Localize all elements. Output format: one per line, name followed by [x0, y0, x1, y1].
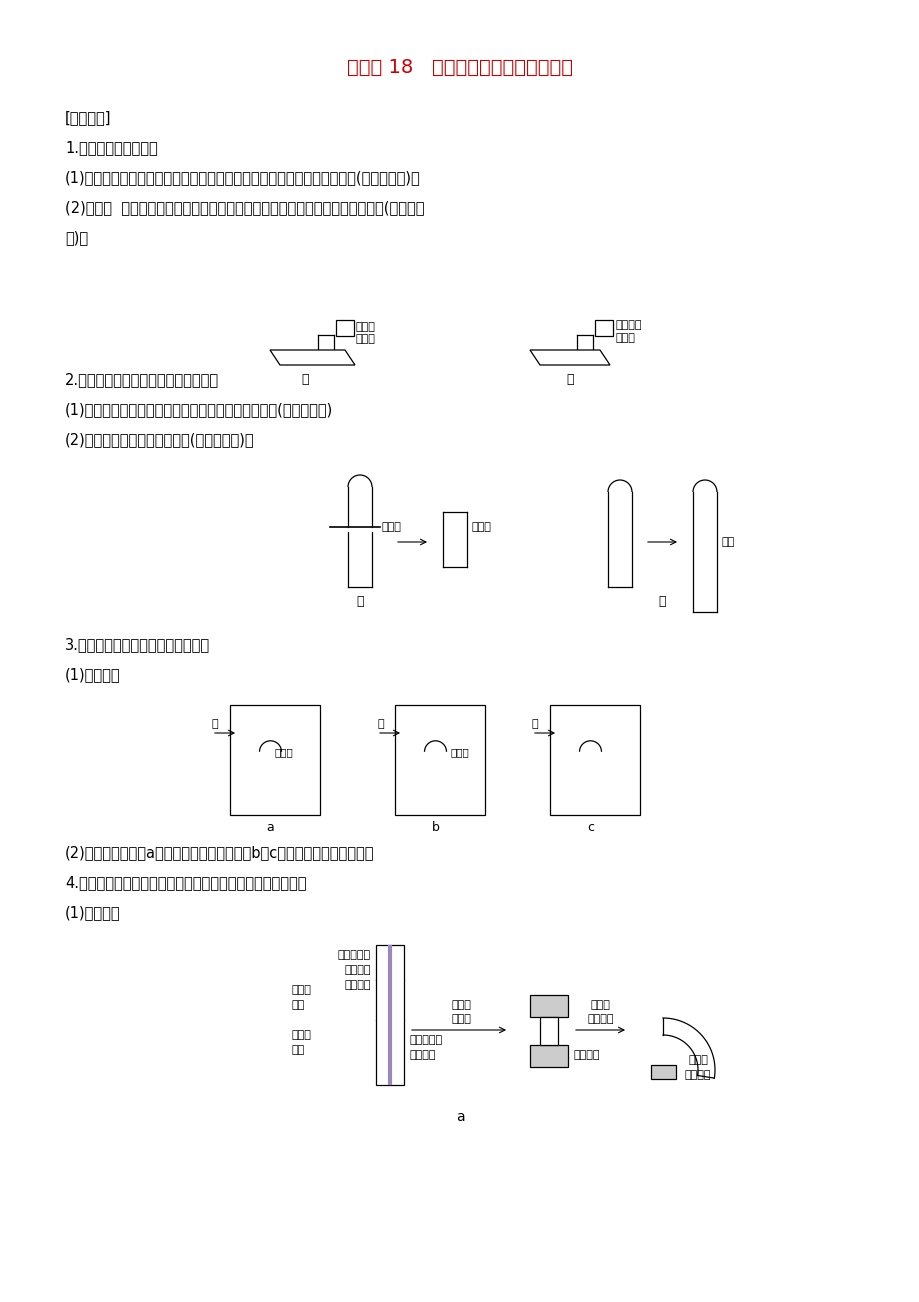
Text: 过一段: 过一段 [590, 1000, 610, 1010]
Text: 生长: 生长 [721, 536, 734, 547]
Bar [529, 995, 567, 1017]
Text: 不含生长素: 不含生长素 [409, 1035, 442, 1046]
Polygon shape [269, 350, 355, 365]
Text: (1)实验组：在胚芽鞘尖端与下面一段之间插入云母片(如图甲所示): (1)实验组：在胚芽鞘尖端与下面一段之间插入云母片(如图甲所示) [65, 402, 333, 417]
Text: 光: 光 [377, 719, 383, 729]
Text: 云母片: 云母片 [274, 747, 293, 758]
Text: 过一段: 过一段 [451, 1000, 471, 1010]
Text: 乙: 乙 [565, 372, 573, 385]
Text: 不弯曲: 不弯曲 [614, 333, 634, 342]
Text: 上端: 上端 [290, 1000, 304, 1010]
Text: 时间以后: 时间以后 [586, 1014, 613, 1023]
Bar [230, 704, 320, 815]
Text: 曲生长: 曲生长 [356, 335, 376, 344]
Text: [知识必备]: [知识必备] [65, 109, 111, 125]
Bar [539, 1017, 558, 1046]
Text: (2)对照组：胚芽鞘不进行处理(如图乙所示)。: (2)对照组：胚芽鞘不进行处理(如图乙所示)。 [65, 432, 255, 447]
Text: 的琼脂块: 的琼脂块 [409, 1049, 435, 1060]
Text: 甲: 甲 [356, 595, 363, 608]
Text: b: b [431, 822, 439, 835]
Text: 弯曲生长: 弯曲生长 [684, 1070, 710, 1079]
Bar [651, 1065, 675, 1079]
Text: 形态学: 形态学 [290, 1030, 311, 1040]
Text: 1.验证尖端产生生长素: 1.验证尖端产生生长素 [65, 141, 157, 155]
Text: (1)实验操作: (1)实验操作 [65, 905, 120, 921]
Text: 胚芽鞘尖端: 胚芽鞘尖端 [337, 950, 370, 960]
Text: 2.验证胚芽鞘生长部位在尖端下面一段: 2.验证胚芽鞘生长部位在尖端下面一段 [65, 372, 219, 387]
Bar [376, 945, 403, 1085]
Text: (1)实验组：取放置过胚芽鞘尖端的琼脂块，置于去掉尖端的胚芽鞘的一侧(如图甲所示)。: (1)实验组：取放置过胚芽鞘尖端的琼脂块，置于去掉尖端的胚芽鞘的一侧(如图甲所示… [65, 171, 420, 185]
Bar [394, 704, 484, 815]
Bar [550, 704, 640, 815]
Text: 云母片: 云母片 [450, 747, 469, 758]
Text: (1)实验操作: (1)实验操作 [65, 667, 120, 682]
Text: 甲: 甲 [301, 372, 309, 385]
Text: 光: 光 [211, 719, 219, 729]
Text: 胚芽鞘: 胚芽鞘 [687, 1055, 707, 1065]
Text: 微专题 18   与植物激素相关的实验设计: 微专题 18 与植物激素相关的实验设计 [346, 59, 573, 77]
Text: 下端: 下端 [290, 1046, 304, 1055]
Text: 云母片: 云母片 [381, 522, 402, 533]
Bar [335, 320, 354, 336]
Text: 不生长: 不生长 [471, 522, 492, 533]
Text: a: a [455, 1111, 464, 1124]
Bar [529, 1046, 567, 1068]
Text: 4.验证生长素的极性运输只能从形态学上端向形态学下端运输: 4.验证生长素的极性运输只能从形态学上端向形态学下端运输 [65, 875, 306, 891]
Text: 时间后: 时间后 [451, 1014, 471, 1023]
Text: 光: 光 [531, 719, 538, 729]
Text: 不生长、: 不生长、 [614, 320, 641, 329]
Text: 含生长素: 含生长素 [573, 1049, 599, 1060]
Text: a: a [267, 822, 274, 835]
Text: 形态学: 形态学 [290, 986, 311, 995]
Text: 向右弯: 向右弯 [356, 322, 376, 332]
Text: 乙: 乙 [657, 595, 665, 608]
Text: c: c [586, 822, 594, 835]
Text: (2)对照组  取未放置过胚芽鞘尖端的空白琼脂块，置于去掉尖端的胚芽鞘的一侧(如图乙所: (2)对照组 取未放置过胚芽鞘尖端的空白琼脂块，置于去掉尖端的胚芽鞘的一侧(如图… [65, 201, 424, 215]
Text: (2)实验现象：装置a中胚芽鞘直立生长；装置b和c中胚芽鞘弯向光源生长。: (2)实验现象：装置a中胚芽鞘直立生长；装置b和c中胚芽鞘弯向光源生长。 [65, 845, 374, 861]
Text: 的琼脂块: 的琼脂块 [344, 980, 370, 990]
Text: 示)。: 示)。 [65, 230, 88, 245]
Text: 含生长素: 含生长素 [344, 965, 370, 975]
Bar [595, 320, 612, 336]
Text: 3.验证生长素的横向运输发生在尖端: 3.验证生长素的横向运输发生在尖端 [65, 637, 210, 652]
Polygon shape [529, 350, 609, 365]
